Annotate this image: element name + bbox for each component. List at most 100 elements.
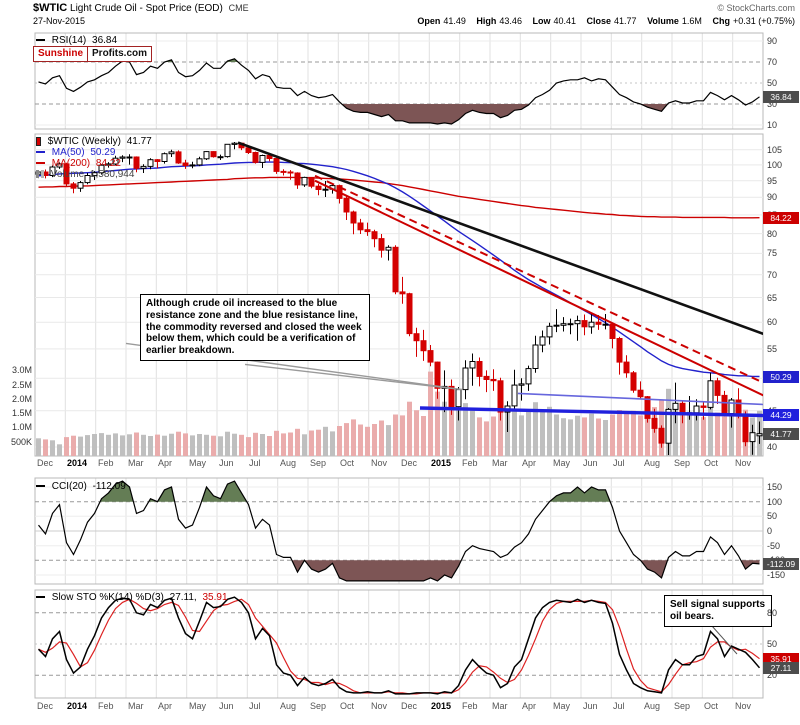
x-axis-label-bottom: Aug (644, 701, 661, 711)
cci-line-icon (36, 485, 45, 488)
rsi-value: 36.84 (92, 35, 118, 46)
price-axis-label: 75 (767, 248, 778, 259)
x-axis-label-bottom: Feb (98, 701, 114, 711)
x-axis-label-bottom: Aug (280, 701, 297, 711)
sto-line-icon (36, 596, 45, 599)
x-axis-label-bottom: Apr (522, 701, 537, 711)
x-axis-label-top: Feb (98, 458, 114, 468)
chart-date: 27-Nov-2015 (33, 16, 86, 26)
x-axis-label-bottom: Jun (583, 701, 598, 711)
analysis-annotation: Although crude oil increased to the blue… (140, 294, 370, 361)
x-axis-label-top: Aug (280, 458, 297, 468)
volume-legend: Volume 1,580,944 (36, 169, 134, 180)
logo-sunshine: Sunshine (34, 47, 89, 61)
price-axis-label: 95 (767, 175, 778, 186)
x-axis-label-bottom: Mar (492, 701, 508, 711)
x-axis-label-top: Dec (37, 458, 54, 468)
rsi-axis-label: 10 (767, 120, 778, 130)
low-label: Low (532, 16, 551, 26)
x-axis-label-top: Nov (735, 458, 752, 468)
cci-axis-label: 150 (767, 482, 783, 492)
x-axis-label-bottom: Sep (674, 701, 691, 711)
x-axis-label-bottom: 2014 (67, 701, 88, 711)
x-axis-label-bottom: Sep (310, 701, 327, 711)
x-axis-label-bottom: Nov (371, 701, 388, 711)
rsi-line-icon (36, 39, 45, 42)
axis-value-badge: 36.84 (763, 91, 799, 103)
volume-axis-label: 2.0M (11, 393, 32, 404)
cci-legend: CCI(20) -112.09 (36, 481, 126, 492)
volume-value: 1.6M (681, 16, 702, 26)
high-label: High (476, 16, 497, 26)
x-axis-label-top: Jun (219, 458, 234, 468)
volume-axis-label: 2.5M (11, 379, 32, 390)
ma50-legend: MA(50) 50.29 (36, 147, 115, 158)
copyright-label: © StockCharts.com (717, 3, 795, 13)
sto-axis-label: 20 (767, 670, 778, 681)
x-axis-label-top: May (189, 458, 207, 468)
close-value: 41.77 (614, 16, 637, 26)
x-axis-label-top: 2014 (67, 458, 88, 468)
x-axis-label-bottom: 2015 (431, 701, 452, 711)
cci-axis-label: -50 (767, 540, 781, 551)
rsi-axis-label: 70 (767, 57, 778, 67)
x-axis-label-top: 2015 (431, 458, 452, 468)
sto-d-value: 35.91 (202, 592, 228, 603)
sunshine-profits-logo: Sunshine Profits.com (33, 46, 153, 62)
price-axis-label: 40 (767, 442, 778, 452)
rsi-axis-label: 50 (767, 78, 778, 88)
price-axis-label: 55 (767, 343, 778, 354)
instrument-name: Light Crude Oil - Spot Price (EOD) (70, 3, 223, 14)
open-label: Open (417, 16, 441, 26)
axis-value-badge: 44.29 (763, 409, 799, 421)
axis-value-badge: 50.29 (763, 371, 799, 383)
ma50-line-icon (36, 151, 45, 154)
ma200-line-icon (36, 162, 45, 165)
sto-legend: Slow STO %K(14) %D(3) 27.11, 35.91 (36, 592, 228, 603)
x-axis-label-top: Jul (613, 458, 625, 468)
rsi-label: RSI(14) (51, 35, 87, 46)
price-axis-label: 90 (767, 192, 778, 203)
x-axis-label-bottom: Oct (704, 701, 719, 711)
volume-axis-label: 3.0M (11, 365, 32, 376)
cci-axis-label: 100 (767, 496, 783, 507)
axis-value-badge: -112.09 (763, 558, 799, 570)
volume-axis-label: 1.0M (11, 422, 32, 433)
x-axis-label-top: Apr (158, 458, 173, 468)
x-axis-label-top: Jul (249, 458, 261, 468)
cci-value: -112.09 (92, 481, 126, 492)
rsi-legend: RSI(14) 36.84 (36, 35, 117, 46)
volume-axis-label: 1.5M (11, 408, 32, 419)
sto-k-value: 27.11, (169, 592, 197, 603)
axis-value-badge: 27.11 (763, 662, 799, 674)
ma50-value: 50.29 (90, 147, 116, 158)
volume-axis-label: 500K (10, 436, 32, 447)
x-axis-label-top: Oct (704, 458, 719, 468)
x-axis-label-top: Feb (462, 458, 478, 468)
x-axis-label-top: Sep (674, 458, 691, 468)
x-axis-label-top: May (553, 458, 571, 468)
low-value: 40.41 (553, 16, 576, 26)
axis-value-badge: 84.22 (763, 212, 799, 224)
x-axis-label-bottom: Jul (613, 701, 625, 711)
x-axis-label-bottom: Dec (37, 701, 54, 711)
logo-profits: Profits.com (92, 48, 148, 59)
x-axis-label-bottom: Nov (735, 701, 752, 711)
volume-label: Volume (647, 16, 679, 26)
sell-signal-annotation: Sell signal supports oil bears. (664, 595, 772, 627)
sto-axis-label: 50 (767, 639, 778, 649)
price-axis-label: 65 (767, 292, 778, 303)
x-axis-label-top: Aug (644, 458, 661, 468)
x-axis-label-top: Sep (310, 458, 327, 468)
chart-title: $WTIC Light Crude Oil - Spot Price (EOD)… (33, 2, 249, 14)
x-axis-label-top: Mar (128, 458, 144, 468)
price-axis-label: 70 (767, 269, 778, 280)
axis-value-badge: 41.77 (763, 428, 799, 440)
volume-bars-icon (36, 170, 44, 179)
x-axis-label-bottom: Dec (401, 701, 418, 711)
x-axis-label-top: Jun (583, 458, 598, 468)
x-axis-label-top: Oct (340, 458, 355, 468)
price-axis-label: 100 (767, 159, 783, 170)
ma200-legend: MA(200) 84.22 (36, 158, 121, 169)
